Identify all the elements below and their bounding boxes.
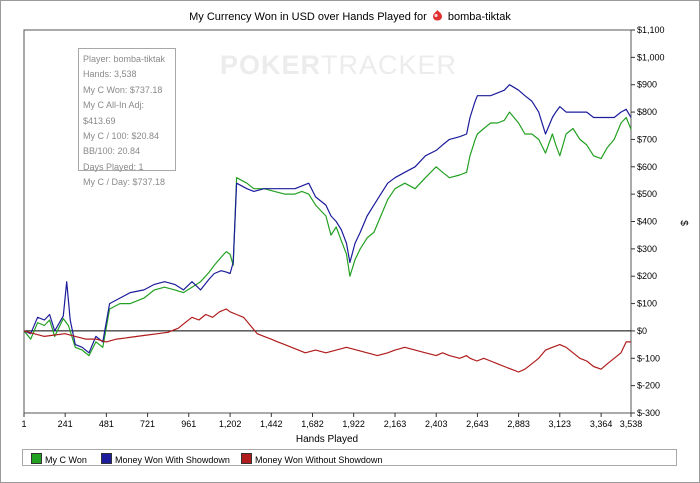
y-tick-label: $800 xyxy=(637,107,657,117)
legend-item: Money Won Without Showdown xyxy=(241,453,383,465)
legend-swatch xyxy=(31,453,42,464)
y-tick-label: $-100 xyxy=(637,353,660,363)
y-tick-label: $100 xyxy=(637,299,657,309)
legend-label: Money Won With Showdown xyxy=(115,455,230,465)
legend-label: My C Won xyxy=(45,455,87,465)
stats-line: Player: bomba-tiktak xyxy=(83,54,166,64)
y-axis-label: $ xyxy=(678,220,689,226)
legend-label: Money Won Without Showdown xyxy=(255,455,383,465)
y-tick-label: $-300 xyxy=(637,408,660,418)
legend-item: My C Won xyxy=(31,453,87,465)
x-axis: 1 241 481 721 961 1,202 1,442 1,682 1,922 2,163 2,… xyxy=(21,413,642,429)
series-line-0 xyxy=(23,111,632,357)
x-tick-label: 1,922 xyxy=(342,419,365,429)
y-tick-label: $1,100 xyxy=(637,25,665,35)
y-tick-label: $0 xyxy=(637,326,647,336)
chart-title: My Currency Won in USD over Hands Played… xyxy=(0,10,700,23)
stats-line: My C All-In Adj: $413.69 xyxy=(83,100,145,126)
legend-item: Money Won With Showdown xyxy=(101,453,230,465)
stats-line: My C / Day: $737.18 xyxy=(83,177,166,188)
x-tick-label: 1,682 xyxy=(301,419,324,429)
player-stats-box: Player: bomba-tiktak Hands: 3,538 My C Won… xyxy=(78,48,176,187)
series-line-1 xyxy=(23,84,632,354)
pokertracker-watermark: POKERTRACKER xyxy=(220,50,458,80)
legend-swatch xyxy=(241,453,252,464)
x-tick-label: 1,202 xyxy=(219,419,242,429)
stats-line: Days Played: 1 xyxy=(83,161,144,172)
y-tick-label: $1,000 xyxy=(637,52,665,62)
y-tick-label: $-200 xyxy=(637,381,660,391)
stats-line: My C Won: $737.18 xyxy=(83,84,163,95)
y-tick-label: $900 xyxy=(637,80,657,90)
y-tick-label: $400 xyxy=(637,217,657,227)
legend: My C Won Money Won With Showdown Money Won… xyxy=(22,449,677,466)
x-tick-label: 3,538 xyxy=(620,419,643,429)
x-tick-label: 1,442 xyxy=(260,419,283,429)
series-group xyxy=(23,84,632,373)
x-axis-label: Hands Played xyxy=(296,434,358,445)
x-tick-label: 3,123 xyxy=(549,419,572,429)
player-name: bomba-tiktak xyxy=(447,11,511,23)
x-tick-label: 721 xyxy=(140,419,155,429)
legend-swatch xyxy=(101,453,112,464)
x-tick-label: 2,643 xyxy=(466,419,489,429)
x-tick-label: 2,403 xyxy=(425,419,448,429)
y-tick-label: $600 xyxy=(637,162,657,172)
stats-line: BB/100: 20.84 xyxy=(83,146,141,157)
y-tick-label: $500 xyxy=(637,189,657,199)
x-tick-label: 241 xyxy=(58,419,73,429)
stats-line: My C / 100: $20.84 xyxy=(83,131,160,142)
player-flag-icon xyxy=(432,10,442,21)
series-line-2 xyxy=(23,308,631,373)
y-tick-label: $700 xyxy=(637,134,657,144)
x-tick-label: 2,883 xyxy=(507,419,530,429)
x-tick-label: 481 xyxy=(99,419,114,429)
x-tick-label: 2,163 xyxy=(384,419,407,429)
x-tick-label: 1 xyxy=(21,419,26,429)
y-tick-label: $200 xyxy=(637,271,657,281)
y-tick-label: $300 xyxy=(637,244,657,254)
stats-line: Hands: 3,538 xyxy=(83,69,137,80)
x-tick-label: 3,364 xyxy=(590,419,613,429)
y-axis: $-300 $-200 $-100 $0 $100 $200 $300 $400 $500 $60… xyxy=(631,25,665,418)
title-prefix: My Currency Won in USD over Hands Played… xyxy=(189,11,427,23)
x-tick-label: 961 xyxy=(181,419,196,429)
